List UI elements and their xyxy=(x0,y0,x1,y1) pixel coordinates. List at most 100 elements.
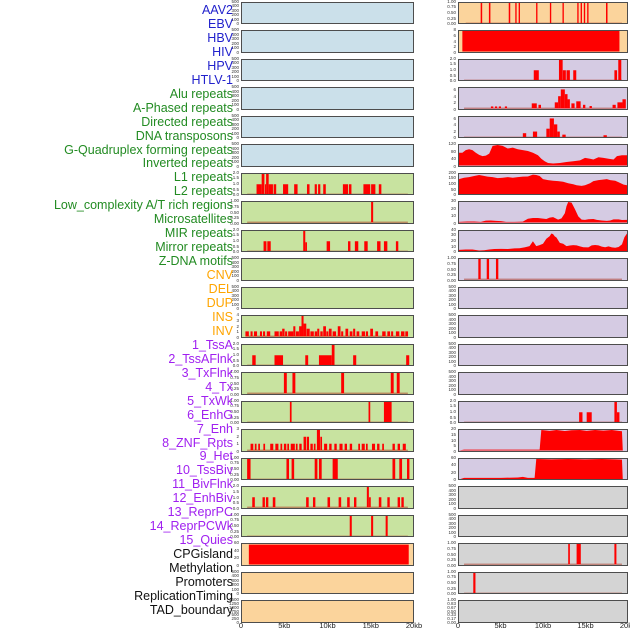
track-panel-1_TssA xyxy=(458,58,628,81)
y-axis-tick-label: 0 xyxy=(453,163,456,169)
x-axis-label: 5kb xyxy=(278,621,291,630)
y-axis-tick-label: 1.0 xyxy=(449,409,456,415)
track-label-HBV: HBV xyxy=(207,30,233,45)
y-axis-tick-label: 0.25 xyxy=(230,414,239,420)
y-axis-tick-label: 2 xyxy=(453,100,456,106)
y-axis-tick-label: 1.00 xyxy=(230,454,239,460)
y-axis-tick-label: 0.00 xyxy=(447,277,456,283)
track-panel-CNV xyxy=(241,543,414,566)
x-axis-label: 0 xyxy=(238,621,244,630)
track-label-L2 repeats: L2 repeats xyxy=(173,184,233,199)
track-label-HIV: HIV xyxy=(212,44,233,59)
track-label-15_Quies: 15_Quies xyxy=(179,533,233,548)
track-panel-11_BivFlnk xyxy=(458,343,628,366)
y-axis-tick-label: 200 xyxy=(231,154,239,160)
y-axis-tick-label: 0.50 xyxy=(447,266,456,272)
y-axis-tick-label: 0.25 xyxy=(447,272,456,278)
track-chart-1_TssA xyxy=(464,59,622,80)
y-axis-tick-label: 20 xyxy=(450,426,456,432)
y-axis-tick-label: 0.25 xyxy=(447,15,456,21)
y-axis-tick-label: 0.0 xyxy=(232,363,239,369)
track-label-DNA transposons: DNA transposons xyxy=(135,128,233,143)
y-axis-tick-label: 400 xyxy=(231,259,239,265)
y-axis-tick-label: 1 xyxy=(236,441,239,447)
y-axis-tick-label: 500 xyxy=(231,112,239,118)
track-chart-Mirror repeats xyxy=(247,487,408,508)
track-panel-AAV2 xyxy=(241,1,414,24)
y-axis-tick-label: 300 xyxy=(231,64,239,70)
y-axis-tick-label: 0.75 xyxy=(447,574,456,580)
y-axis-tick-label: 400 xyxy=(231,288,239,294)
y-axis-tick-label: 300 xyxy=(448,292,456,298)
y-axis-tick-label: 40 xyxy=(450,156,456,162)
y-axis-tick-label: 0 xyxy=(236,106,239,112)
y-axis-tick-label: 0.0 xyxy=(232,249,239,255)
y-axis-tick-label: 0.75 xyxy=(230,374,239,380)
track-chart-Alu repeats xyxy=(247,173,408,194)
y-axis-tick-label: 0.0 xyxy=(449,420,456,426)
y-axis-tick-label: 120 xyxy=(448,141,456,147)
track-panel-13_ReprPC xyxy=(458,400,628,423)
y-axis-tick-label: 0.75 xyxy=(447,4,456,10)
y-axis-tick-label: 100 xyxy=(231,16,239,22)
y-axis-tick-label: 50 xyxy=(450,186,456,192)
track-chart-MIR repeats xyxy=(247,458,410,479)
y-axis-tick-label: 100 xyxy=(448,301,456,307)
y-axis-tick-label: 500 xyxy=(448,312,456,318)
track-panel-Directed repeats xyxy=(241,229,414,252)
y-axis-tick-label: 300 xyxy=(448,349,456,355)
y-axis-tick-label: 20 xyxy=(450,469,456,475)
y-axis-tick-label: 250 xyxy=(231,615,239,621)
y-axis-tick-label: 0.67 xyxy=(447,604,456,610)
y-axis-tick-label: 0.00 xyxy=(230,220,239,226)
y-axis-tick-label: 0 xyxy=(236,448,239,454)
y-axis-tick-label: 0.5 xyxy=(449,72,456,78)
track-panel-6_EnhG xyxy=(458,201,628,224)
y-axis-tick-label: 0.00 xyxy=(447,562,456,568)
y-axis-tick-label: 0.75 xyxy=(230,517,239,523)
y-axis-tick-label: 0.25 xyxy=(447,585,456,591)
y-axis-tick-label: 0 xyxy=(236,591,239,597)
y-axis-tick-label: 100 xyxy=(231,102,239,108)
y-axis-tick-label: 4 xyxy=(453,122,456,128)
x-axis-label: 15kb xyxy=(362,621,379,630)
y-axis-tick-label: 0 xyxy=(453,106,456,112)
track-chart-9_Het xyxy=(459,288,627,309)
y-axis-tick-label: 150 xyxy=(448,175,456,181)
y-axis-tick-label: 500 xyxy=(448,511,456,517)
y-axis-tick-label: 0.5 xyxy=(449,414,456,420)
y-axis-tick-label: 0 xyxy=(453,534,456,540)
track-panel-Microsatellites xyxy=(241,429,414,452)
y-axis-tick-label: 300 xyxy=(231,264,239,270)
y-axis-tick-label: 500 xyxy=(231,255,239,261)
track-chart-HBV xyxy=(242,60,413,81)
track-label-Inverted repeats: Inverted repeats xyxy=(142,156,233,171)
y-axis-tick-label: 1.00 xyxy=(230,198,239,204)
track-chart-2_TssAFlnk xyxy=(464,89,626,109)
y-axis-tick-label: 0.75 xyxy=(230,460,239,466)
y-axis-tick-label: 1250 xyxy=(228,601,239,607)
y-axis-tick-label: 2 xyxy=(453,44,456,50)
track-label-TAD_boundary: TAD_boundary xyxy=(149,602,233,617)
track-panel-EBV xyxy=(241,30,414,53)
y-axis-tick-label: 2.0 xyxy=(232,483,239,489)
y-axis-tick-label: 1 xyxy=(236,329,239,335)
track-panel-MIR repeats xyxy=(241,457,414,480)
y-axis-tick-label: 500 xyxy=(231,141,239,147)
y-axis-tick-label: 2 xyxy=(236,323,239,329)
y-axis-tick-label: 0 xyxy=(236,562,239,568)
y-axis-tick-label: 0.5 xyxy=(232,243,239,249)
y-axis-tick-label: 60 xyxy=(233,540,239,546)
track-panel-15_Quies xyxy=(458,457,628,480)
y-axis-tick-label: 2 xyxy=(236,433,239,439)
track-panel-Z-DNA motifs xyxy=(241,514,414,537)
y-axis-tick-label: 400 xyxy=(448,345,456,351)
y-axis-tick-label: 400 xyxy=(231,145,239,151)
x-axis-label: 20kb xyxy=(619,621,630,630)
track-chart-6_EnhG xyxy=(459,202,627,223)
y-axis-tick-label: 4 xyxy=(236,312,239,318)
y-axis-tick-label: 15 xyxy=(450,431,456,437)
y-axis-tick-label: 0.0 xyxy=(232,505,239,511)
y-axis-tick-label: 1.00 xyxy=(447,597,456,603)
y-axis-tick-label: 0.00 xyxy=(447,619,456,625)
